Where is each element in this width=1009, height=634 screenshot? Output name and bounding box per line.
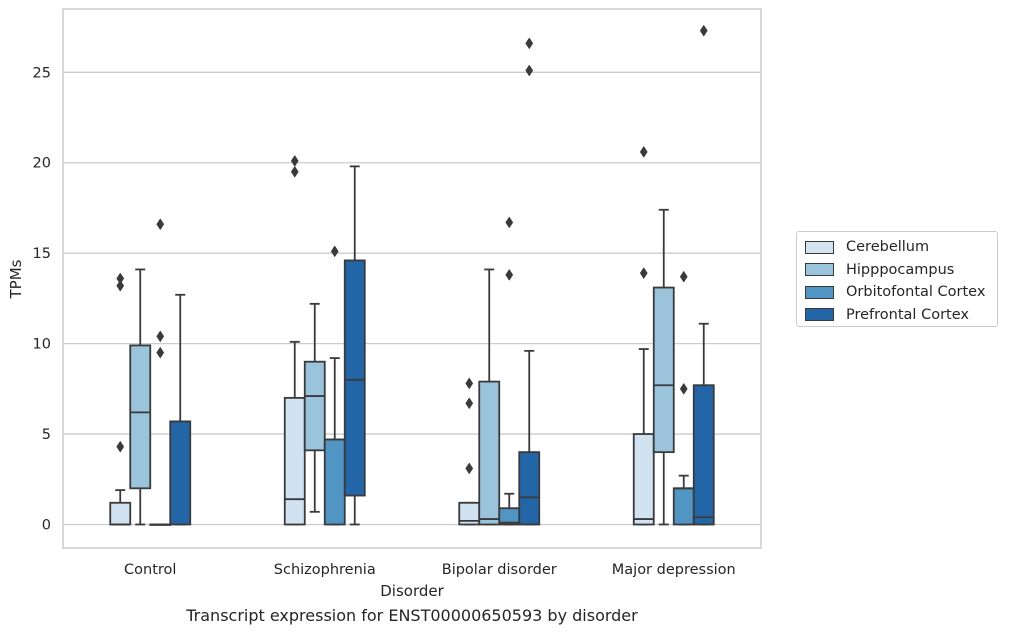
outlier-cerebellum-control-2 — [116, 272, 125, 285]
legend-swatch-cerebellum — [805, 240, 834, 254]
box-cerebellum-schizophrenia — [283, 396, 306, 526]
outlier-orbitofontal-cortex-schizophrenia-0 — [330, 245, 339, 258]
box-orbitofontal-cortex-major-depression — [672, 487, 695, 526]
tick-labels: 0 5 10 15 20 25 Control Schizophrenia Bipolar di… — [33, 65, 736, 578]
legend-label-hipppocampus: Hipppocampus — [846, 261, 955, 278]
box-group-hipppocampus-bipolar-disorder — [478, 268, 501, 526]
box-group-orbitofontal-cortex-major-depression — [672, 270, 695, 526]
box-prefrontal-cortex-bipolar-disorder — [518, 451, 541, 526]
legend-item-prefrontal-cortex: Prefrontal Cortex — [805, 304, 997, 327]
outlier-prefrontal-cortex-bipolar-disorder-0 — [525, 64, 534, 77]
legend-label-cerebellum: Cerebellum — [846, 239, 930, 256]
box-group-cerebellum-bipolar-disorder — [458, 377, 481, 526]
legend-swatch-hipppocampus — [805, 263, 834, 277]
box-prefrontal-cortex-control — [169, 420, 192, 526]
box-group-hipppocampus-control — [129, 268, 152, 526]
chart-caption: Transcript expression for ENST0000065059… — [186, 606, 638, 625]
outlier-cerebellum-control-1 — [116, 279, 125, 292]
box-hipppocampus-bipolar-disorder — [478, 380, 501, 526]
box-group-hipppocampus-schizophrenia — [303, 302, 326, 513]
legend-swatch-prefrontal-cortex — [805, 308, 834, 322]
box-prefrontal-cortex-major-depression — [692, 384, 715, 526]
outlier-orbitofontal-cortex-control-1 — [156, 330, 165, 343]
x-tick-label-control: Control — [124, 562, 176, 578]
box-group-cerebellum-major-depression — [632, 145, 655, 526]
y-tick-label-0: 0 — [42, 517, 51, 533]
plot-area-frame — [62, 8, 762, 549]
legend-item-cerebellum: Cerebellum — [805, 236, 997, 259]
legend-swatch-orbitofontal-cortex — [805, 285, 834, 299]
box-prefrontal-cortex-schizophrenia — [343, 259, 366, 497]
box-group-orbitofontal-cortex-control — [149, 218, 172, 526]
outlier-orbitofontal-cortex-control-2 — [156, 218, 165, 231]
outlier-prefrontal-cortex-bipolar-disorder-1 — [525, 37, 534, 50]
box-group-cerebellum-control — [109, 272, 132, 526]
y-axis-label: TPMs — [7, 259, 25, 299]
outlier-cerebellum-major-depression-0 — [639, 267, 648, 280]
box-hipppocampus-major-depression — [652, 286, 675, 454]
box-group-cerebellum-schizophrenia — [283, 154, 306, 526]
x-tick-label-bipolar-disorder: Bipolar disorder — [442, 562, 557, 578]
outlier-cerebellum-schizophrenia-0 — [290, 165, 299, 178]
x-tick-label-schizophrenia: Schizophrenia — [274, 562, 376, 578]
y-tick-label-20: 20 — [33, 156, 51, 172]
box-cerebellum-control — [109, 501, 132, 526]
box-group-prefrontal-cortex-control — [169, 293, 192, 526]
legend-label-orbitofontal-cortex: Orbitofontal Cortex — [846, 284, 986, 301]
y-tick-label-10: 10 — [33, 337, 51, 353]
legend: Cerebellum Hipppocampus Orbitofontal Cor… — [796, 231, 998, 327]
outlier-prefrontal-cortex-major-depression-0 — [699, 24, 708, 37]
y-tick-label-15: 15 — [33, 246, 51, 262]
y-tick-label-5: 5 — [42, 427, 51, 443]
box-cerebellum-major-depression — [632, 433, 655, 526]
box-group-prefrontal-cortex-major-depression — [692, 24, 715, 526]
box-hipppocampus-control — [129, 344, 152, 490]
box-plot-marks — [109, 24, 715, 526]
box-group-prefrontal-cortex-schizophrenia — [343, 165, 366, 526]
outlier-cerebellum-schizophrenia-1 — [290, 154, 299, 167]
box-group-hipppocampus-major-depression — [652, 208, 675, 526]
box-group-prefrontal-cortex-bipolar-disorder — [518, 37, 541, 526]
box-orbitofontal-cortex-schizophrenia — [323, 438, 346, 526]
outlier-cerebellum-bipolar-disorder-2 — [465, 377, 474, 390]
outlier-orbitofontal-cortex-major-depression-1 — [679, 270, 688, 283]
outlier-cerebellum-bipolar-disorder-0 — [465, 462, 474, 475]
outlier-orbitofontal-cortex-bipolar-disorder-0 — [505, 268, 514, 281]
outlier-orbitofontal-cortex-control-0 — [156, 346, 165, 359]
box-group-orbitofontal-cortex-bipolar-disorder — [498, 216, 521, 526]
outlier-cerebellum-control-0 — [116, 440, 125, 453]
y-tick-label-25: 25 — [33, 65, 51, 81]
outlier-cerebellum-major-depression-1 — [639, 145, 648, 158]
x-tick-label-major-depression: Major depression — [612, 562, 736, 578]
legend-item-hipppocampus: Hipppocampus — [805, 259, 997, 282]
x-axis-label: Disorder — [380, 582, 444, 600]
box-hipppocampus-schizophrenia — [303, 360, 326, 452]
legend-item-orbitofontal-cortex: Orbitofontal Cortex — [805, 281, 997, 304]
outlier-orbitofontal-cortex-major-depression-0 — [679, 382, 688, 395]
outlier-cerebellum-bipolar-disorder-1 — [465, 397, 474, 410]
outlier-orbitofontal-cortex-bipolar-disorder-1 — [505, 216, 514, 229]
legend-label-prefrontal-cortex: Prefrontal Cortex — [846, 306, 969, 323]
box-group-orbitofontal-cortex-schizophrenia — [323, 245, 346, 526]
